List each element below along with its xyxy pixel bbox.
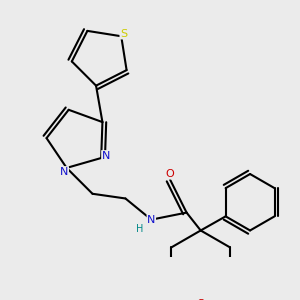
Text: O: O (196, 299, 205, 300)
Text: N: N (60, 167, 68, 177)
Text: N: N (147, 214, 155, 225)
Text: O: O (166, 169, 175, 179)
Text: N: N (102, 151, 110, 161)
Text: H: H (136, 224, 143, 234)
Text: S: S (120, 29, 127, 39)
